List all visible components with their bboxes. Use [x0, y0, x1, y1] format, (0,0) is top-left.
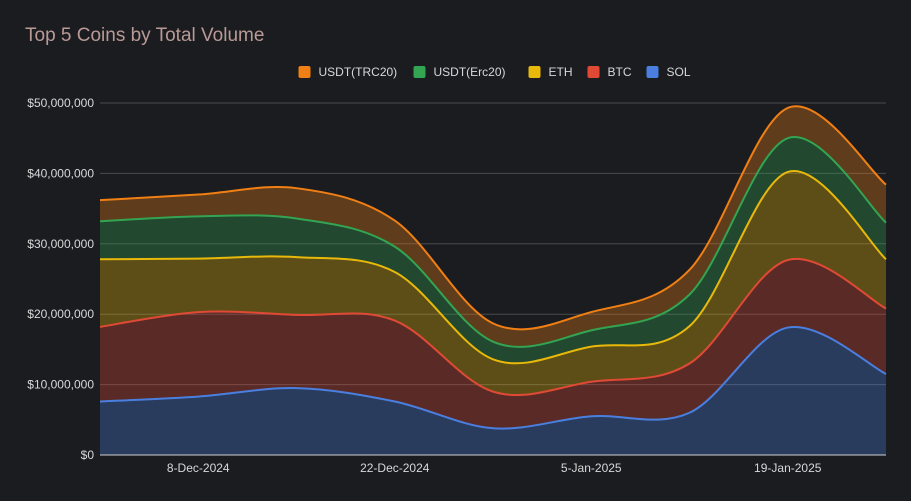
legend-label: USDT(Erc20)	[434, 65, 506, 79]
line-usdt-trc20-	[99, 105, 887, 331]
x-tick-label: 5-Jan-2025	[561, 461, 622, 475]
legend-swatch	[413, 66, 426, 78]
area-layer	[100, 106, 886, 455]
legend-item-eth[interactable]: ETH	[528, 65, 573, 79]
legend: USDT(TRC20) USDT(Erc20) ETH BTC SOL	[298, 65, 691, 79]
legend-swatch	[528, 66, 541, 78]
legend-label: USDT(TRC20)	[319, 65, 398, 79]
legend-item-usdt-erc20-[interactable]: USDT(Erc20)	[413, 65, 506, 79]
legend-label: BTC	[608, 65, 632, 79]
x-tick-label: 8-Dec-2024	[167, 461, 230, 475]
line-btc	[99, 257, 887, 397]
line-layer	[99, 105, 887, 430]
gridlines	[100, 102, 886, 386]
y-tick-label: $10,000,000	[27, 378, 94, 392]
area-eth	[100, 170, 886, 396]
y-tick-label: $50,000,000	[27, 96, 94, 110]
legend-item-usdt-trc20-[interactable]: USDT(TRC20)	[298, 65, 398, 79]
line-eth	[99, 170, 887, 365]
x-tick-label: 19-Jan-2025	[754, 461, 822, 475]
line-sol	[99, 326, 887, 430]
legend-swatch	[298, 66, 311, 78]
legend-item-btc[interactable]: BTC	[587, 65, 632, 79]
area-usdt-erc20-	[100, 137, 886, 364]
y-tick-label: $40,000,000	[27, 166, 94, 180]
legend-label: SOL	[667, 65, 691, 79]
area-sol	[100, 326, 886, 455]
y-tick-label: $30,000,000	[27, 237, 94, 251]
legend-item-sol[interactable]: SOL	[646, 65, 691, 79]
chart-title: Top 5 Coins by Total Volume	[25, 25, 265, 46]
area-usdt-trc20-	[100, 106, 886, 347]
legend-swatch	[587, 66, 600, 78]
y-tick-label: $0	[81, 448, 95, 462]
area-btc	[100, 258, 886, 429]
axis-layer: $0 $10,000,000 $20,000,000 $30,000,000 $40,0…	[27, 96, 886, 475]
line-usdt-erc20-	[99, 136, 887, 348]
y-tick-label: $20,000,000	[27, 307, 94, 321]
legend-swatch	[646, 66, 659, 78]
x-tick-label: 22-Dec-2024	[360, 461, 430, 475]
legend-label: ETH	[549, 65, 573, 79]
